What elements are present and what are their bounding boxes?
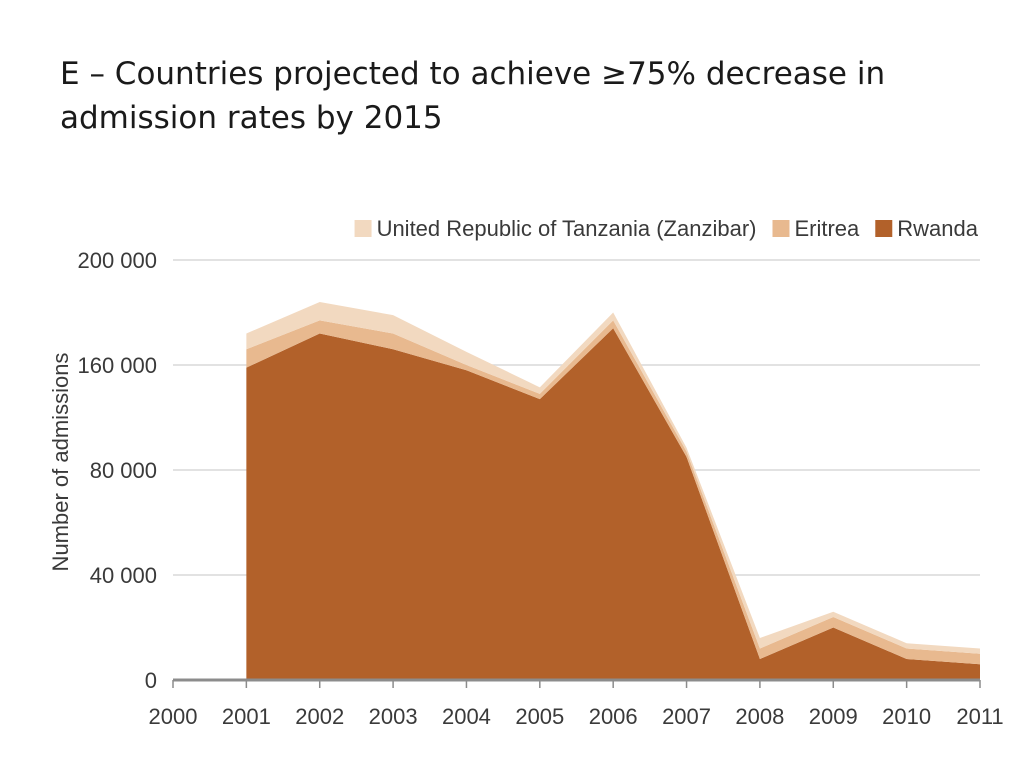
legend-swatch-united-republic-of-tanzania-zanzibar [354, 220, 372, 237]
area-rwanda [246, 328, 980, 680]
y-tick-label: 200 000 [77, 248, 157, 273]
y-tick-label: 40 000 [90, 563, 157, 588]
x-tick-label: 2004 [442, 704, 491, 729]
x-tick-label: 2009 [809, 704, 858, 729]
x-tick-label: 2011 [956, 704, 1003, 729]
y-axis-title: Number of admissions [48, 353, 73, 572]
x-tick-label: 2000 [149, 704, 198, 729]
x-tick-label: 2006 [589, 704, 638, 729]
x-tick-label: 2001 [222, 704, 271, 729]
x-tick-label: 2010 [882, 704, 931, 729]
axes: 0 40 000 80 000 160 000 200 000 2000 2001 2002 2… [48, 248, 1004, 729]
legend: United Republic of Tanzania (Zanzibar) Er… [354, 216, 979, 241]
legend-swatch-rwanda [875, 220, 893, 237]
x-tick-label: 2003 [369, 704, 418, 729]
chart-title: E – Countries projected to achieve ≥75% … [60, 56, 886, 136]
x-tick-label: 2007 [662, 704, 711, 729]
x-tick-label: 2002 [295, 704, 344, 729]
legend-label-eritrea: Eritrea [794, 216, 860, 241]
area-series [246, 302, 980, 680]
x-tick-label: 2008 [735, 704, 784, 729]
x-tick-label: 2005 [515, 704, 564, 729]
y-tick-label: 80 000 [90, 458, 157, 483]
legend-swatch-eritrea [772, 220, 790, 237]
y-tick-label: 160 000 [77, 353, 157, 378]
legend-label-rwanda: Rwanda [897, 216, 978, 241]
y-tick-label: 0 [145, 668, 157, 693]
legend-label-united-republic-of-tanzania-zanzibar: United Republic of Tanzania (Zanzibar) [377, 216, 757, 241]
